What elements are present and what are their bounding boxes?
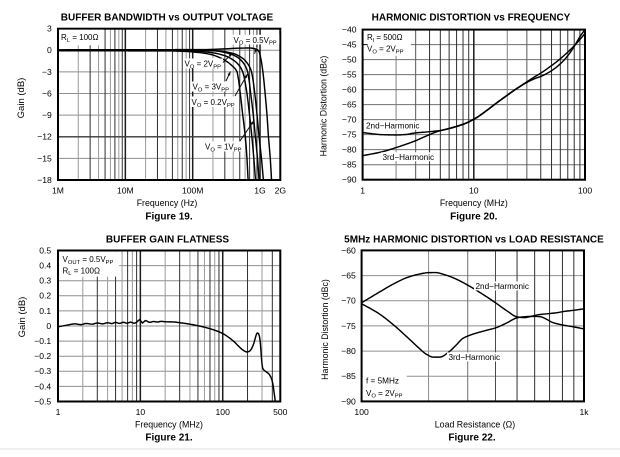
svg-text:1: 1 (56, 407, 61, 417)
svg-text:0.5: 0.5 (39, 245, 51, 255)
svg-text:−70: −70 (342, 115, 357, 125)
svg-text:BUFFER GAIN FLATNESS: BUFFER GAIN FLATNESS (106, 234, 229, 245)
svg-text:−50: −50 (342, 55, 357, 65)
svg-text:100: 100 (354, 407, 369, 417)
svg-text:−75: −75 (341, 321, 356, 331)
svg-text:−0.5: −0.5 (34, 396, 51, 406)
svg-text:−0.1: −0.1 (34, 336, 51, 346)
svg-text:10M: 10M (117, 186, 134, 196)
svg-text:3: 3 (47, 24, 52, 34)
svg-text:−45: −45 (342, 40, 357, 50)
svg-text:3rd−Harmonic: 3rd−Harmonic (449, 353, 501, 362)
svg-text:−6: −6 (42, 88, 52, 98)
svg-text:VO = 0.5VPP: VO = 0.5VPP (234, 36, 277, 47)
svg-text:Frequency (Hz): Frequency (Hz) (137, 198, 198, 208)
svg-text:0.4: 0.4 (39, 261, 51, 271)
svg-text:1M: 1M (52, 186, 64, 196)
svg-text:Figure 19.: Figure 19. (145, 211, 192, 222)
svg-text:VO = 0.2VPP: VO = 0.2VPP (192, 98, 235, 109)
svg-text:0.1: 0.1 (39, 306, 51, 316)
svg-text:−75: −75 (342, 130, 357, 140)
svg-text:VO = 2VPP: VO = 2VPP (366, 389, 403, 400)
svg-text:500: 500 (273, 407, 288, 417)
svg-text:−90: −90 (342, 175, 357, 185)
svg-text:0: 0 (47, 45, 52, 55)
svg-text:Gain (dB): Gain (dB) (16, 78, 27, 119)
svg-text:−90: −90 (341, 396, 356, 406)
svg-text:−60: −60 (341, 245, 356, 255)
svg-text:Figure 22.: Figure 22. (448, 433, 495, 444)
svg-text:1k: 1k (579, 407, 589, 417)
svg-text:−3: −3 (42, 67, 52, 77)
svg-text:−80: −80 (341, 346, 356, 356)
svg-text:3rd−Harmonic: 3rd−Harmonic (383, 153, 435, 162)
svg-text:−85: −85 (342, 160, 357, 170)
svg-text:−9: −9 (42, 110, 52, 120)
svg-text:VOUT = 0.5VPP: VOUT = 0.5VPP (63, 255, 114, 266)
svg-text:Gain (dB): Gain (dB) (17, 297, 28, 338)
svg-text:VO = 2VPP: VO = 2VPP (185, 60, 222, 71)
svg-text:−60: −60 (342, 85, 357, 95)
svg-text:−85: −85 (341, 371, 356, 381)
svg-text:100: 100 (578, 186, 593, 196)
svg-text:Figure 20.: Figure 20. (450, 211, 497, 222)
svg-text:−18: −18 (37, 175, 52, 185)
svg-text:f = 5MHz: f = 5MHz (366, 377, 399, 386)
svg-text:Frequency (MHz): Frequency (MHz) (440, 198, 508, 208)
svg-text:BUFFER BANDWIDTH vs OUTPUT VOL: BUFFER BANDWIDTH vs OUTPUT VOLTAGE (61, 12, 274, 23)
svg-text:1: 1 (360, 186, 365, 196)
svg-text:10: 10 (469, 186, 479, 196)
svg-text:−55: −55 (342, 70, 357, 80)
svg-text:−12: −12 (37, 132, 52, 142)
svg-text:1G: 1G (254, 186, 266, 196)
svg-text:VO = 1VPP: VO = 1VPP (205, 143, 242, 154)
svg-text:−15: −15 (37, 153, 52, 163)
svg-text:−65: −65 (342, 100, 357, 110)
svg-text:Frequency (MHz): Frequency (MHz) (135, 419, 203, 429)
svg-text:−70: −70 (341, 296, 356, 306)
svg-text:RL = 100Ω: RL = 100Ω (61, 33, 98, 44)
svg-text:Figure 21.: Figure 21. (145, 432, 192, 443)
svg-text:HARMONIC DISTORTION vs FREQUEN: HARMONIC DISTORTION vs FREQUENCY (372, 12, 571, 23)
svg-text:100M: 100M (182, 186, 204, 196)
svg-text:10: 10 (136, 407, 146, 417)
svg-text:0.2: 0.2 (39, 291, 51, 301)
svg-text:−40: −40 (342, 25, 357, 35)
svg-text:−0.2: −0.2 (34, 351, 51, 361)
svg-text:Harmonic Distortion (dBc): Harmonic Distortion (dBc) (319, 56, 329, 157)
svg-text:Load Resistance (Ω): Load Resistance (Ω) (435, 419, 515, 429)
svg-text:2nd−Harmonic: 2nd−Harmonic (366, 121, 419, 130)
svg-text:VO = 2VPP: VO = 2VPP (367, 45, 404, 56)
svg-text:−0.4: −0.4 (34, 381, 51, 391)
svg-text:2nd−Harmonic: 2nd−Harmonic (476, 282, 529, 291)
svg-text:2G: 2G (275, 186, 287, 196)
svg-text:VO = 3VPP: VO = 3VPP (193, 83, 230, 94)
svg-text:Rl = 500Ω: Rl = 500Ω (367, 33, 403, 44)
svg-text:0.3: 0.3 (39, 276, 51, 286)
svg-text:RL = 100Ω: RL = 100Ω (63, 266, 100, 277)
svg-text:−0.3: −0.3 (34, 366, 51, 376)
svg-text:−65: −65 (341, 271, 356, 281)
svg-text:Harmonic Distortion (dBc): Harmonic Distortion (dBc) (320, 279, 330, 380)
svg-text:5MHz HARMONIC DISTORTION vs LO: 5MHz HARMONIC DISTORTION vs LOAD RESISTA… (344, 234, 604, 245)
svg-text:100: 100 (216, 407, 231, 417)
svg-text:−80: −80 (342, 145, 357, 155)
svg-text:0: 0 (46, 321, 51, 331)
